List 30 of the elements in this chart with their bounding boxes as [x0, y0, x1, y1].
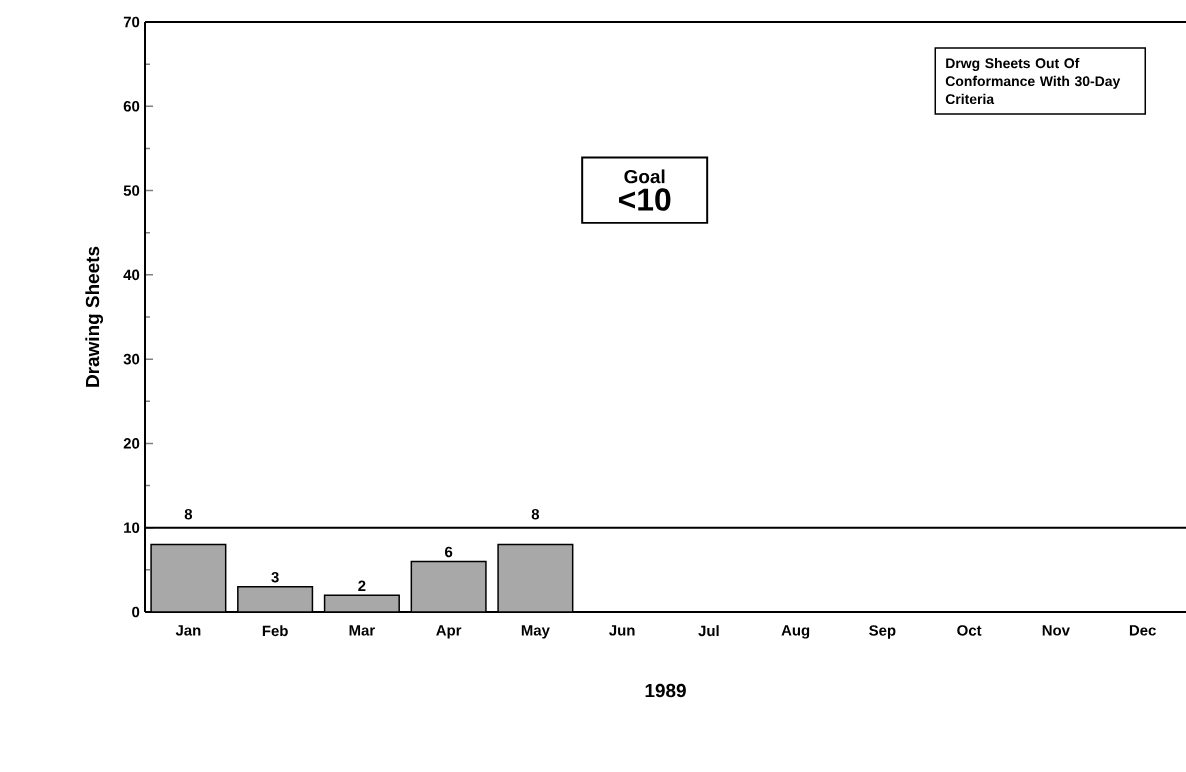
y-tick-label: 30: [123, 353, 140, 365]
x-tick-label: May: [521, 625, 550, 639]
annotation: Drwg Sheets Out Of Conformance With 30-Day Criteria: [945, 57, 1121, 105]
data-label: 6: [445, 546, 453, 558]
x-tick-label: Jan: [175, 625, 201, 636]
y-tick-label: 70: [123, 16, 140, 28]
y-tick-label: 50: [123, 185, 140, 196]
y-axis-title: Drawing Sheets: [85, 246, 104, 387]
x-tick-label: Sep: [869, 625, 896, 639]
x-tick-label: Jul: [698, 625, 719, 637]
y-tick-label: 20: [123, 438, 140, 449]
y-tick-label: 60: [123, 100, 140, 112]
data-label: 3: [271, 571, 279, 583]
x-tick-label: Jun: [609, 625, 635, 636]
data-label: 8: [184, 508, 193, 520]
data-label: 2: [358, 580, 366, 591]
x-tick-label: Apr: [436, 625, 462, 639]
x-tick-label: Aug: [781, 625, 810, 639]
x-tick-label: Mar: [349, 625, 375, 636]
x-axis-title: 1989: [645, 683, 686, 698]
data-label: 8: [531, 508, 540, 520]
annotation: Goal: [624, 169, 665, 184]
x-tick-label: Feb: [262, 625, 288, 637]
y-tick-label: 40: [123, 269, 140, 281]
x-tick-label: Oct: [957, 625, 982, 636]
x-tick-label: Dec: [1129, 625, 1156, 636]
y-tick-label: 0: [132, 606, 140, 618]
x-tick-label: Nov: [1042, 625, 1070, 636]
y-tick-label: 10: [124, 522, 140, 533]
annotation: <10: [618, 188, 671, 211]
